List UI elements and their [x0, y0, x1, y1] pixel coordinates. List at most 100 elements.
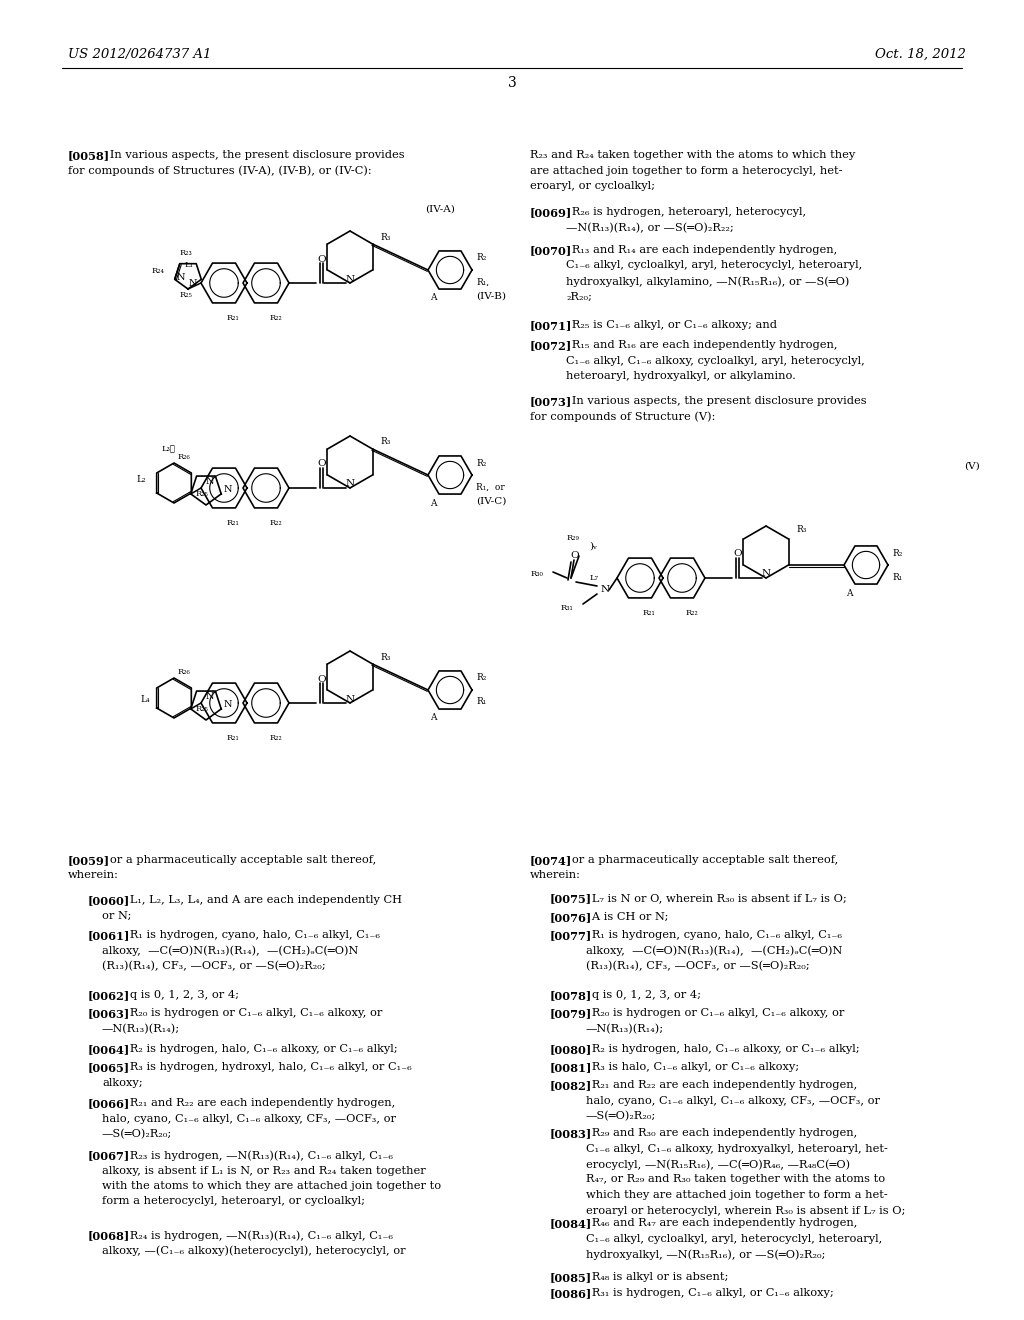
- Text: [0078]: [0078]: [550, 990, 592, 1001]
- Text: R₂₅: R₂₅: [196, 705, 208, 713]
- Text: (V): (V): [965, 462, 980, 471]
- Text: R₂₅: R₂₅: [196, 490, 208, 498]
- Text: [0084]: [0084]: [550, 1218, 592, 1229]
- Text: R₂₄ is hydrogen, —N(R₁₃)(R₁₄), C₁₋₆ alkyl, C₁₋₆: R₂₄ is hydrogen, —N(R₁₃)(R₁₄), C₁₋₆ alky…: [119, 1230, 393, 1241]
- Text: R₃ is hydrogen, hydroxyl, halo, C₁₋₆ alkyl, or C₁₋₆: R₃ is hydrogen, hydroxyl, halo, C₁₋₆ alk…: [119, 1063, 412, 1072]
- Text: L₁: L₁: [184, 261, 194, 269]
- Text: R₂: R₂: [476, 253, 486, 263]
- Text: R₃: R₃: [796, 525, 806, 535]
- Text: R₁ is hydrogen, cyano, halo, C₁₋₆ alkyl, C₁₋₆: R₁ is hydrogen, cyano, halo, C₁₋₆ alkyl,…: [582, 931, 842, 940]
- Text: —N(R₁₃)(R₁₄);: —N(R₁₃)(R₁₄);: [102, 1023, 180, 1034]
- Text: N: N: [762, 569, 771, 578]
- Text: R₂₁: R₂₁: [226, 734, 240, 742]
- Text: alkoxy, —(C₁₋₆ alkoxy)(heterocyclyl), heterocyclyl, or: alkoxy, —(C₁₋₆ alkoxy)(heterocyclyl), he…: [102, 1246, 406, 1257]
- Text: R₁ is hydrogen, cyano, halo, C₁₋₆ alkyl, C₁₋₆: R₁ is hydrogen, cyano, halo, C₁₋₆ alkyl,…: [119, 931, 380, 940]
- Text: [0059]: [0059]: [68, 855, 111, 866]
- Text: [0063]: [0063]: [88, 1008, 130, 1019]
- Text: [0064]: [0064]: [88, 1044, 130, 1055]
- Text: R₁₃ and R₁₄ are each independently hydrogen,: R₁₃ and R₁₄ are each independently hydro…: [561, 246, 838, 255]
- Text: [0058]: [0058]: [68, 150, 111, 161]
- Text: N: N: [223, 701, 231, 709]
- Text: erocyclyl, —N(R₁₅R₁₆), —C(═O)R₄₆, —R₄₈C(═O): erocyclyl, —N(R₁₅R₁₆), —C(═O)R₄₆, —R₄₈C(…: [586, 1159, 850, 1170]
- Text: R₂₆: R₂₆: [178, 668, 190, 676]
- Text: R₂ is hydrogen, halo, C₁₋₆ alkoxy, or C₁₋₆ alkyl;: R₂ is hydrogen, halo, C₁₋₆ alkoxy, or C₁…: [582, 1044, 860, 1053]
- Text: for compounds of Structures (IV-A), (IV-B), or (IV-C):: for compounds of Structures (IV-A), (IV-…: [68, 165, 372, 176]
- Text: (R₁₃)(R₁₄), CF₃, —OCF₃, or —S(═O)₂R₂₀;: (R₁₃)(R₁₄), CF₃, —OCF₃, or —S(═O)₂R₂₀;: [102, 961, 326, 972]
- Text: [0060]: [0060]: [88, 895, 130, 906]
- Text: hydroxyalkyl, alkylamino, —N(R₁₅R₁₆), or —S(═O): hydroxyalkyl, alkylamino, —N(R₁₅R₁₆), or…: [566, 276, 849, 286]
- Text: O: O: [570, 552, 580, 561]
- Text: R₂₉: R₂₉: [567, 535, 580, 543]
- Text: A: A: [430, 293, 436, 302]
- Text: C₁₋₆ alkyl, C₁₋₆ alkoxy, cycloalkyl, aryl, heterocyclyl,: C₁₋₆ alkyl, C₁₋₆ alkoxy, cycloalkyl, ary…: [566, 355, 864, 366]
- Text: R₂: R₂: [892, 549, 902, 557]
- Text: R₂₁ and R₂₂ are each independently hydrogen,: R₂₁ and R₂₂ are each independently hydro…: [582, 1080, 857, 1090]
- Text: halo, cyano, C₁₋₆ alkyl, C₁₋₆ alkoxy, CF₃, —OCF₃, or: halo, cyano, C₁₋₆ alkyl, C₁₋₆ alkoxy, CF…: [586, 1096, 880, 1106]
- Text: [0077]: [0077]: [550, 931, 592, 941]
- Text: R₂₃: R₂₃: [179, 249, 193, 257]
- Text: C₁₋₆ alkyl, cycloalkyl, aryl, heterocyclyl, heteroaryl,: C₁₋₆ alkyl, cycloalkyl, aryl, heterocycl…: [586, 1233, 883, 1243]
- Text: (IV-B): (IV-B): [476, 292, 506, 301]
- Text: [0069]: [0069]: [530, 207, 572, 218]
- Text: [0068]: [0068]: [88, 1230, 130, 1241]
- Text: q is 0, 1, 2, 3, or 4;: q is 0, 1, 2, 3, or 4;: [582, 990, 701, 1001]
- Text: R₂₁ and R₂₂ are each independently hydrogen,: R₂₁ and R₂₂ are each independently hydro…: [119, 1098, 395, 1107]
- Text: halo, cyano, C₁₋₆ alkyl, C₁₋₆ alkoxy, CF₃, —OCF₃, or: halo, cyano, C₁₋₆ alkyl, C₁₋₆ alkoxy, CF…: [102, 1114, 396, 1123]
- Text: which they are attached join together to form a het-: which they are attached join together to…: [586, 1191, 888, 1200]
- Text: R₂₂: R₂₂: [270, 314, 283, 322]
- Text: are attached join together to form a heterocyclyl, het-: are attached join together to form a het…: [530, 165, 843, 176]
- Text: 3: 3: [508, 77, 516, 90]
- Text: R₂₂: R₂₂: [270, 519, 283, 527]
- Text: [0065]: [0065]: [88, 1063, 130, 1073]
- Text: alkoxy,  —C(═O)N(R₁₃)(R₁₄),  —(CH₂)ₔC(═O)N: alkoxy, —C(═O)N(R₁₃)(R₁₄), —(CH₂)ₔC(═O)N: [586, 945, 843, 956]
- Text: [0070]: [0070]: [530, 246, 572, 256]
- Text: R₁,: R₁,: [476, 277, 489, 286]
- Text: In various aspects, the present disclosure provides: In various aspects, the present disclosu…: [99, 150, 404, 160]
- Text: N: N: [223, 486, 231, 495]
- Text: R₃₁ is hydrogen, C₁₋₆ alkyl, or C₁₋₆ alkoxy;: R₃₁ is hydrogen, C₁₋₆ alkyl, or C₁₋₆ alk…: [582, 1288, 834, 1298]
- Text: eroaryl or heterocyclyl, wherein R₃₀ is absent if L₇ is O;: eroaryl or heterocyclyl, wherein R₃₀ is …: [586, 1205, 905, 1216]
- Text: A is CH or N;: A is CH or N;: [582, 912, 669, 921]
- Text: O: O: [317, 675, 326, 684]
- Text: R₂₆: R₂₆: [178, 453, 190, 461]
- Text: [0066]: [0066]: [88, 1098, 130, 1109]
- Text: with the atoms to which they are attached join together to: with the atoms to which they are attache…: [102, 1181, 441, 1191]
- Text: A: A: [430, 714, 436, 722]
- Text: (R₁₃)(R₁₄), CF₃, —OCF₃, or —S(═O)₂R₂₀;: (R₁₃)(R₁₄), CF₃, —OCF₃, or —S(═O)₂R₂₀;: [586, 961, 810, 972]
- Text: R₂₉ and R₃₀ are each independently hydrogen,: R₂₉ and R₃₀ are each independently hydro…: [582, 1129, 857, 1138]
- Text: N: N: [345, 275, 354, 284]
- Text: N: N: [345, 479, 354, 488]
- Text: [0071]: [0071]: [530, 319, 572, 331]
- Text: L₇: L₇: [590, 574, 599, 582]
- Text: L₂: L₂: [136, 474, 145, 483]
- Text: —S(═O)₂R₂₀;: —S(═O)₂R₂₀;: [102, 1129, 172, 1139]
- Text: [0075]: [0075]: [550, 894, 592, 904]
- Text: N: N: [205, 477, 214, 486]
- Text: R₂ is hydrogen, halo, C₁₋₆ alkoxy, or C₁₋₆ alkyl;: R₂ is hydrogen, halo, C₁₋₆ alkoxy, or C₁…: [119, 1044, 398, 1053]
- Text: [0082]: [0082]: [550, 1080, 592, 1092]
- Text: R₁₅ and R₁₆ are each independently hydrogen,: R₁₅ and R₁₆ are each independently hydro…: [561, 341, 838, 350]
- Text: R₂₀ is hydrogen or C₁₋₆ alkyl, C₁₋₆ alkoxy, or: R₂₀ is hydrogen or C₁₋₆ alkyl, C₁₋₆ alko…: [582, 1008, 845, 1018]
- Text: [0085]: [0085]: [550, 1272, 592, 1283]
- Text: [0062]: [0062]: [88, 990, 130, 1001]
- Text: R₂₃ is hydrogen, —N(R₁₃)(R₁₄), C₁₋₆ alkyl, C₁₋₆: R₂₃ is hydrogen, —N(R₁₃)(R₁₄), C₁₋₆ alky…: [119, 1150, 393, 1160]
- Text: or N;: or N;: [102, 911, 131, 920]
- Text: ₂R₂₀;: ₂R₂₀;: [566, 292, 592, 301]
- Text: C₁₋₆ alkyl, cycloalkyl, aryl, heterocyclyl, heteroaryl,: C₁₋₆ alkyl, cycloalkyl, aryl, heterocycl…: [566, 260, 862, 271]
- Text: A: A: [846, 589, 853, 598]
- Text: R₂₂: R₂₂: [270, 734, 283, 742]
- Text: R₄₈ is alkyl or is absent;: R₄₈ is alkyl or is absent;: [582, 1272, 728, 1282]
- Text: US 2012/0264737 A1: US 2012/0264737 A1: [68, 48, 211, 61]
- Text: [0076]: [0076]: [550, 912, 592, 923]
- Text: N: N: [345, 694, 354, 704]
- Text: [0073]: [0073]: [530, 396, 572, 407]
- Text: R₂₅: R₂₅: [179, 292, 193, 300]
- Text: or a pharmaceutically acceptable salt thereof,: or a pharmaceutically acceptable salt th…: [99, 855, 377, 865]
- Text: O: O: [317, 255, 326, 264]
- Text: R₃: R₃: [380, 437, 390, 446]
- Text: A: A: [430, 499, 436, 507]
- Text: [0080]: [0080]: [550, 1044, 592, 1055]
- Text: O: O: [733, 549, 741, 558]
- Text: )ᵥ: )ᵥ: [589, 541, 597, 550]
- Text: or a pharmaceutically acceptable salt thereof,: or a pharmaceutically acceptable salt th…: [561, 855, 839, 865]
